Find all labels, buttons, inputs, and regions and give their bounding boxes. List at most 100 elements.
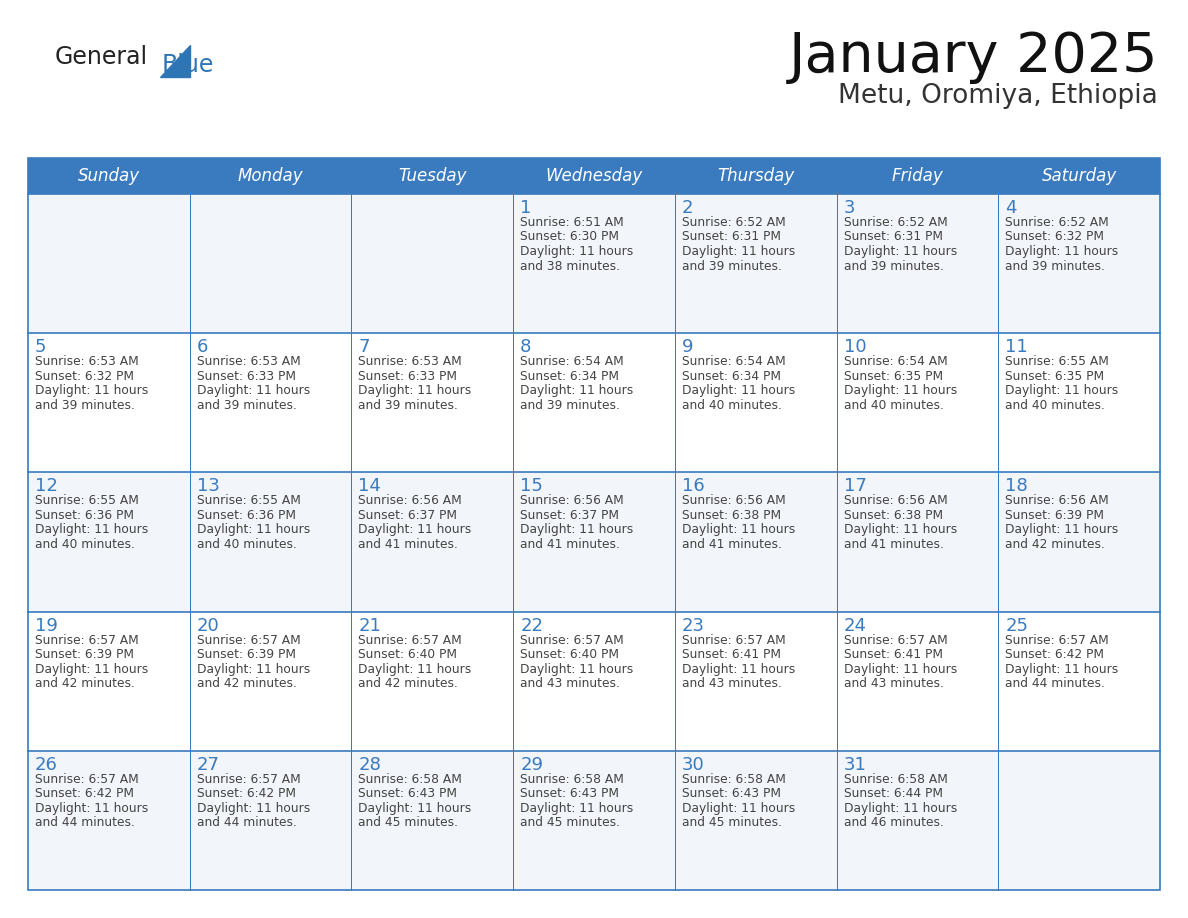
Bar (998, 751, 1159, 890)
Bar (836, 194, 998, 333)
Text: Sunrise: 6:51 AM: Sunrise: 6:51 AM (520, 216, 624, 229)
Text: and 41 minutes.: and 41 minutes. (682, 538, 782, 551)
Text: and 43 minutes.: and 43 minutes. (682, 677, 782, 690)
Text: Daylight: 11 hours: Daylight: 11 hours (682, 245, 795, 258)
Bar (836, 473, 998, 611)
Bar (29, 158, 1159, 194)
Text: Sunrise: 6:54 AM: Sunrise: 6:54 AM (843, 355, 947, 368)
Text: 20: 20 (197, 617, 220, 634)
Text: Sunrise: 6:53 AM: Sunrise: 6:53 AM (197, 355, 301, 368)
Bar (190, 611, 352, 751)
Text: Sunrise: 6:56 AM: Sunrise: 6:56 AM (682, 495, 785, 508)
Text: Sunset: 6:41 PM: Sunset: 6:41 PM (682, 648, 781, 661)
Text: Sunrise: 6:54 AM: Sunrise: 6:54 AM (682, 355, 785, 368)
Bar (836, 333, 998, 473)
Text: 6: 6 (197, 338, 208, 356)
Text: 14: 14 (359, 477, 381, 496)
Text: and 40 minutes.: and 40 minutes. (197, 538, 297, 551)
Text: Sunrise: 6:52 AM: Sunrise: 6:52 AM (1005, 216, 1110, 229)
Text: Sunrise: 6:57 AM: Sunrise: 6:57 AM (197, 773, 301, 786)
Text: Daylight: 11 hours: Daylight: 11 hours (520, 801, 633, 815)
Bar (352, 473, 513, 611)
Text: and 39 minutes.: and 39 minutes. (520, 398, 620, 411)
Text: and 42 minutes.: and 42 minutes. (1005, 538, 1105, 551)
Text: Saturday: Saturday (1042, 167, 1117, 185)
Text: Daylight: 11 hours: Daylight: 11 hours (682, 801, 795, 815)
Text: Sunrise: 6:56 AM: Sunrise: 6:56 AM (520, 495, 624, 508)
Text: Daylight: 11 hours: Daylight: 11 hours (359, 385, 472, 397)
Text: Sunset: 6:34 PM: Sunset: 6:34 PM (520, 370, 619, 383)
Text: January 2025: January 2025 (789, 30, 1158, 84)
Text: Daylight: 11 hours: Daylight: 11 hours (359, 801, 472, 815)
Bar (675, 751, 836, 890)
Text: Daylight: 11 hours: Daylight: 11 hours (843, 523, 956, 536)
Text: 22: 22 (520, 617, 543, 634)
Text: Sunset: 6:31 PM: Sunset: 6:31 PM (843, 230, 942, 243)
Text: and 46 minutes.: and 46 minutes. (843, 816, 943, 829)
Text: Friday: Friday (891, 167, 943, 185)
Text: Sunset: 6:39 PM: Sunset: 6:39 PM (197, 648, 296, 661)
Text: 15: 15 (520, 477, 543, 496)
Text: Daylight: 11 hours: Daylight: 11 hours (843, 801, 956, 815)
Text: Sunrise: 6:55 AM: Sunrise: 6:55 AM (197, 495, 301, 508)
Text: Daylight: 11 hours: Daylight: 11 hours (520, 523, 633, 536)
Text: Sunset: 6:41 PM: Sunset: 6:41 PM (843, 648, 942, 661)
Text: Daylight: 11 hours: Daylight: 11 hours (1005, 385, 1119, 397)
Text: 23: 23 (682, 617, 704, 634)
Text: 7: 7 (359, 338, 369, 356)
Text: Sunrise: 6:54 AM: Sunrise: 6:54 AM (520, 355, 624, 368)
Bar (513, 751, 675, 890)
Text: and 40 minutes.: and 40 minutes. (1005, 398, 1105, 411)
Text: Sunrise: 6:58 AM: Sunrise: 6:58 AM (682, 773, 785, 786)
Text: 2: 2 (682, 199, 694, 217)
Text: Daylight: 11 hours: Daylight: 11 hours (520, 385, 633, 397)
Text: Sunset: 6:38 PM: Sunset: 6:38 PM (843, 509, 943, 522)
Text: Daylight: 11 hours: Daylight: 11 hours (682, 663, 795, 676)
Text: Sunset: 6:32 PM: Sunset: 6:32 PM (34, 370, 134, 383)
Text: 26: 26 (34, 756, 58, 774)
Text: and 40 minutes.: and 40 minutes. (843, 398, 943, 411)
Text: Daylight: 11 hours: Daylight: 11 hours (359, 663, 472, 676)
Text: Sunset: 6:40 PM: Sunset: 6:40 PM (520, 648, 619, 661)
Text: 30: 30 (682, 756, 704, 774)
Text: 21: 21 (359, 617, 381, 634)
Bar (190, 751, 352, 890)
Text: 3: 3 (843, 199, 855, 217)
Text: Sunrise: 6:57 AM: Sunrise: 6:57 AM (1005, 633, 1110, 646)
Text: and 44 minutes.: and 44 minutes. (34, 816, 135, 829)
Text: Daylight: 11 hours: Daylight: 11 hours (34, 663, 148, 676)
Text: and 43 minutes.: and 43 minutes. (520, 677, 620, 690)
Text: 18: 18 (1005, 477, 1028, 496)
Text: 8: 8 (520, 338, 531, 356)
Bar (29, 473, 190, 611)
Text: Sunrise: 6:55 AM: Sunrise: 6:55 AM (1005, 355, 1110, 368)
Text: Daylight: 11 hours: Daylight: 11 hours (197, 523, 310, 536)
Text: Sunset: 6:39 PM: Sunset: 6:39 PM (1005, 509, 1105, 522)
Text: Daylight: 11 hours: Daylight: 11 hours (197, 385, 310, 397)
Text: and 44 minutes.: and 44 minutes. (1005, 677, 1105, 690)
Text: Sunset: 6:33 PM: Sunset: 6:33 PM (197, 370, 296, 383)
Text: Sunrise: 6:57 AM: Sunrise: 6:57 AM (682, 633, 785, 646)
Text: Sunset: 6:30 PM: Sunset: 6:30 PM (520, 230, 619, 243)
Text: Sunset: 6:37 PM: Sunset: 6:37 PM (520, 509, 619, 522)
Text: and 39 minutes.: and 39 minutes. (197, 398, 297, 411)
Text: 25: 25 (1005, 617, 1029, 634)
Text: Sunrise: 6:57 AM: Sunrise: 6:57 AM (34, 773, 139, 786)
Text: 17: 17 (843, 477, 866, 496)
Text: and 45 minutes.: and 45 minutes. (359, 816, 459, 829)
Text: 5: 5 (34, 338, 46, 356)
Text: Sunset: 6:42 PM: Sunset: 6:42 PM (34, 788, 134, 800)
Text: Daylight: 11 hours: Daylight: 11 hours (34, 801, 148, 815)
Text: 9: 9 (682, 338, 694, 356)
Text: Daylight: 11 hours: Daylight: 11 hours (197, 663, 310, 676)
Text: 4: 4 (1005, 199, 1017, 217)
Text: Sunrise: 6:57 AM: Sunrise: 6:57 AM (843, 633, 947, 646)
Text: Daylight: 11 hours: Daylight: 11 hours (34, 523, 148, 536)
Text: and 39 minutes.: and 39 minutes. (34, 398, 135, 411)
Bar (675, 473, 836, 611)
Bar (998, 611, 1159, 751)
Text: Blue: Blue (162, 53, 214, 77)
Text: Sunrise: 6:52 AM: Sunrise: 6:52 AM (843, 216, 947, 229)
Text: Daylight: 11 hours: Daylight: 11 hours (843, 663, 956, 676)
Text: Sunset: 6:44 PM: Sunset: 6:44 PM (843, 788, 942, 800)
